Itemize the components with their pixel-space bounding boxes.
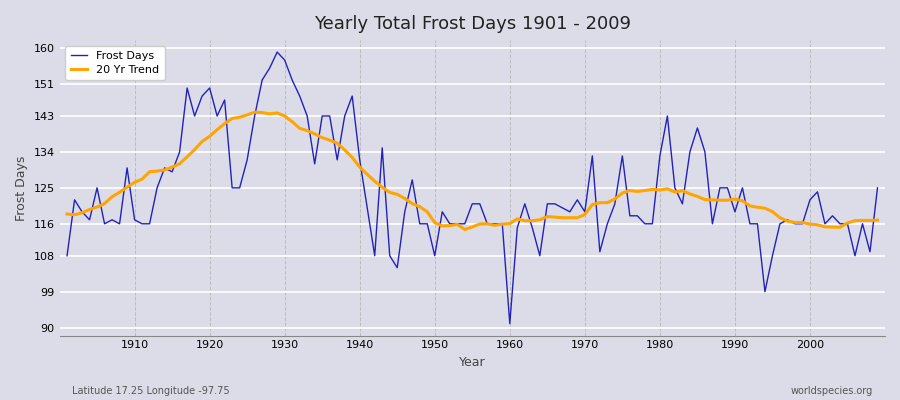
Title: Yearly Total Frost Days 1901 - 2009: Yearly Total Frost Days 1901 - 2009 <box>314 15 631 33</box>
20 Yr Trend <box>61 212 72 216</box>
20 Yr Trend <box>249 110 260 114</box>
Frost Days <box>122 166 132 170</box>
Line: Frost Days: Frost Days <box>67 52 878 324</box>
Frost Days <box>609 202 620 206</box>
20 Yr Trend <box>459 227 470 232</box>
Frost Days <box>519 202 530 206</box>
20 Yr Trend <box>294 126 305 131</box>
20 Yr Trend <box>339 148 350 152</box>
X-axis label: Year: Year <box>459 356 486 369</box>
Legend: Frost Days, 20 Yr Trend: Frost Days, 20 Yr Trend <box>65 46 165 80</box>
Frost Days <box>504 321 515 326</box>
Frost Days <box>339 114 350 118</box>
20 Yr Trend <box>519 218 530 223</box>
Frost Days <box>61 253 72 258</box>
Y-axis label: Frost Days: Frost Days <box>15 155 28 220</box>
Text: worldspecies.org: worldspecies.org <box>791 386 873 396</box>
Text: Latitude 17.25 Longitude -97.75: Latitude 17.25 Longitude -97.75 <box>72 386 230 396</box>
20 Yr Trend <box>872 218 883 222</box>
20 Yr Trend <box>512 216 523 221</box>
Frost Days <box>872 186 883 190</box>
Frost Days <box>512 225 523 230</box>
Frost Days <box>294 94 305 98</box>
Frost Days <box>272 50 283 54</box>
20 Yr Trend <box>609 197 620 202</box>
20 Yr Trend <box>122 185 132 190</box>
Line: 20 Yr Trend: 20 Yr Trend <box>67 112 878 230</box>
